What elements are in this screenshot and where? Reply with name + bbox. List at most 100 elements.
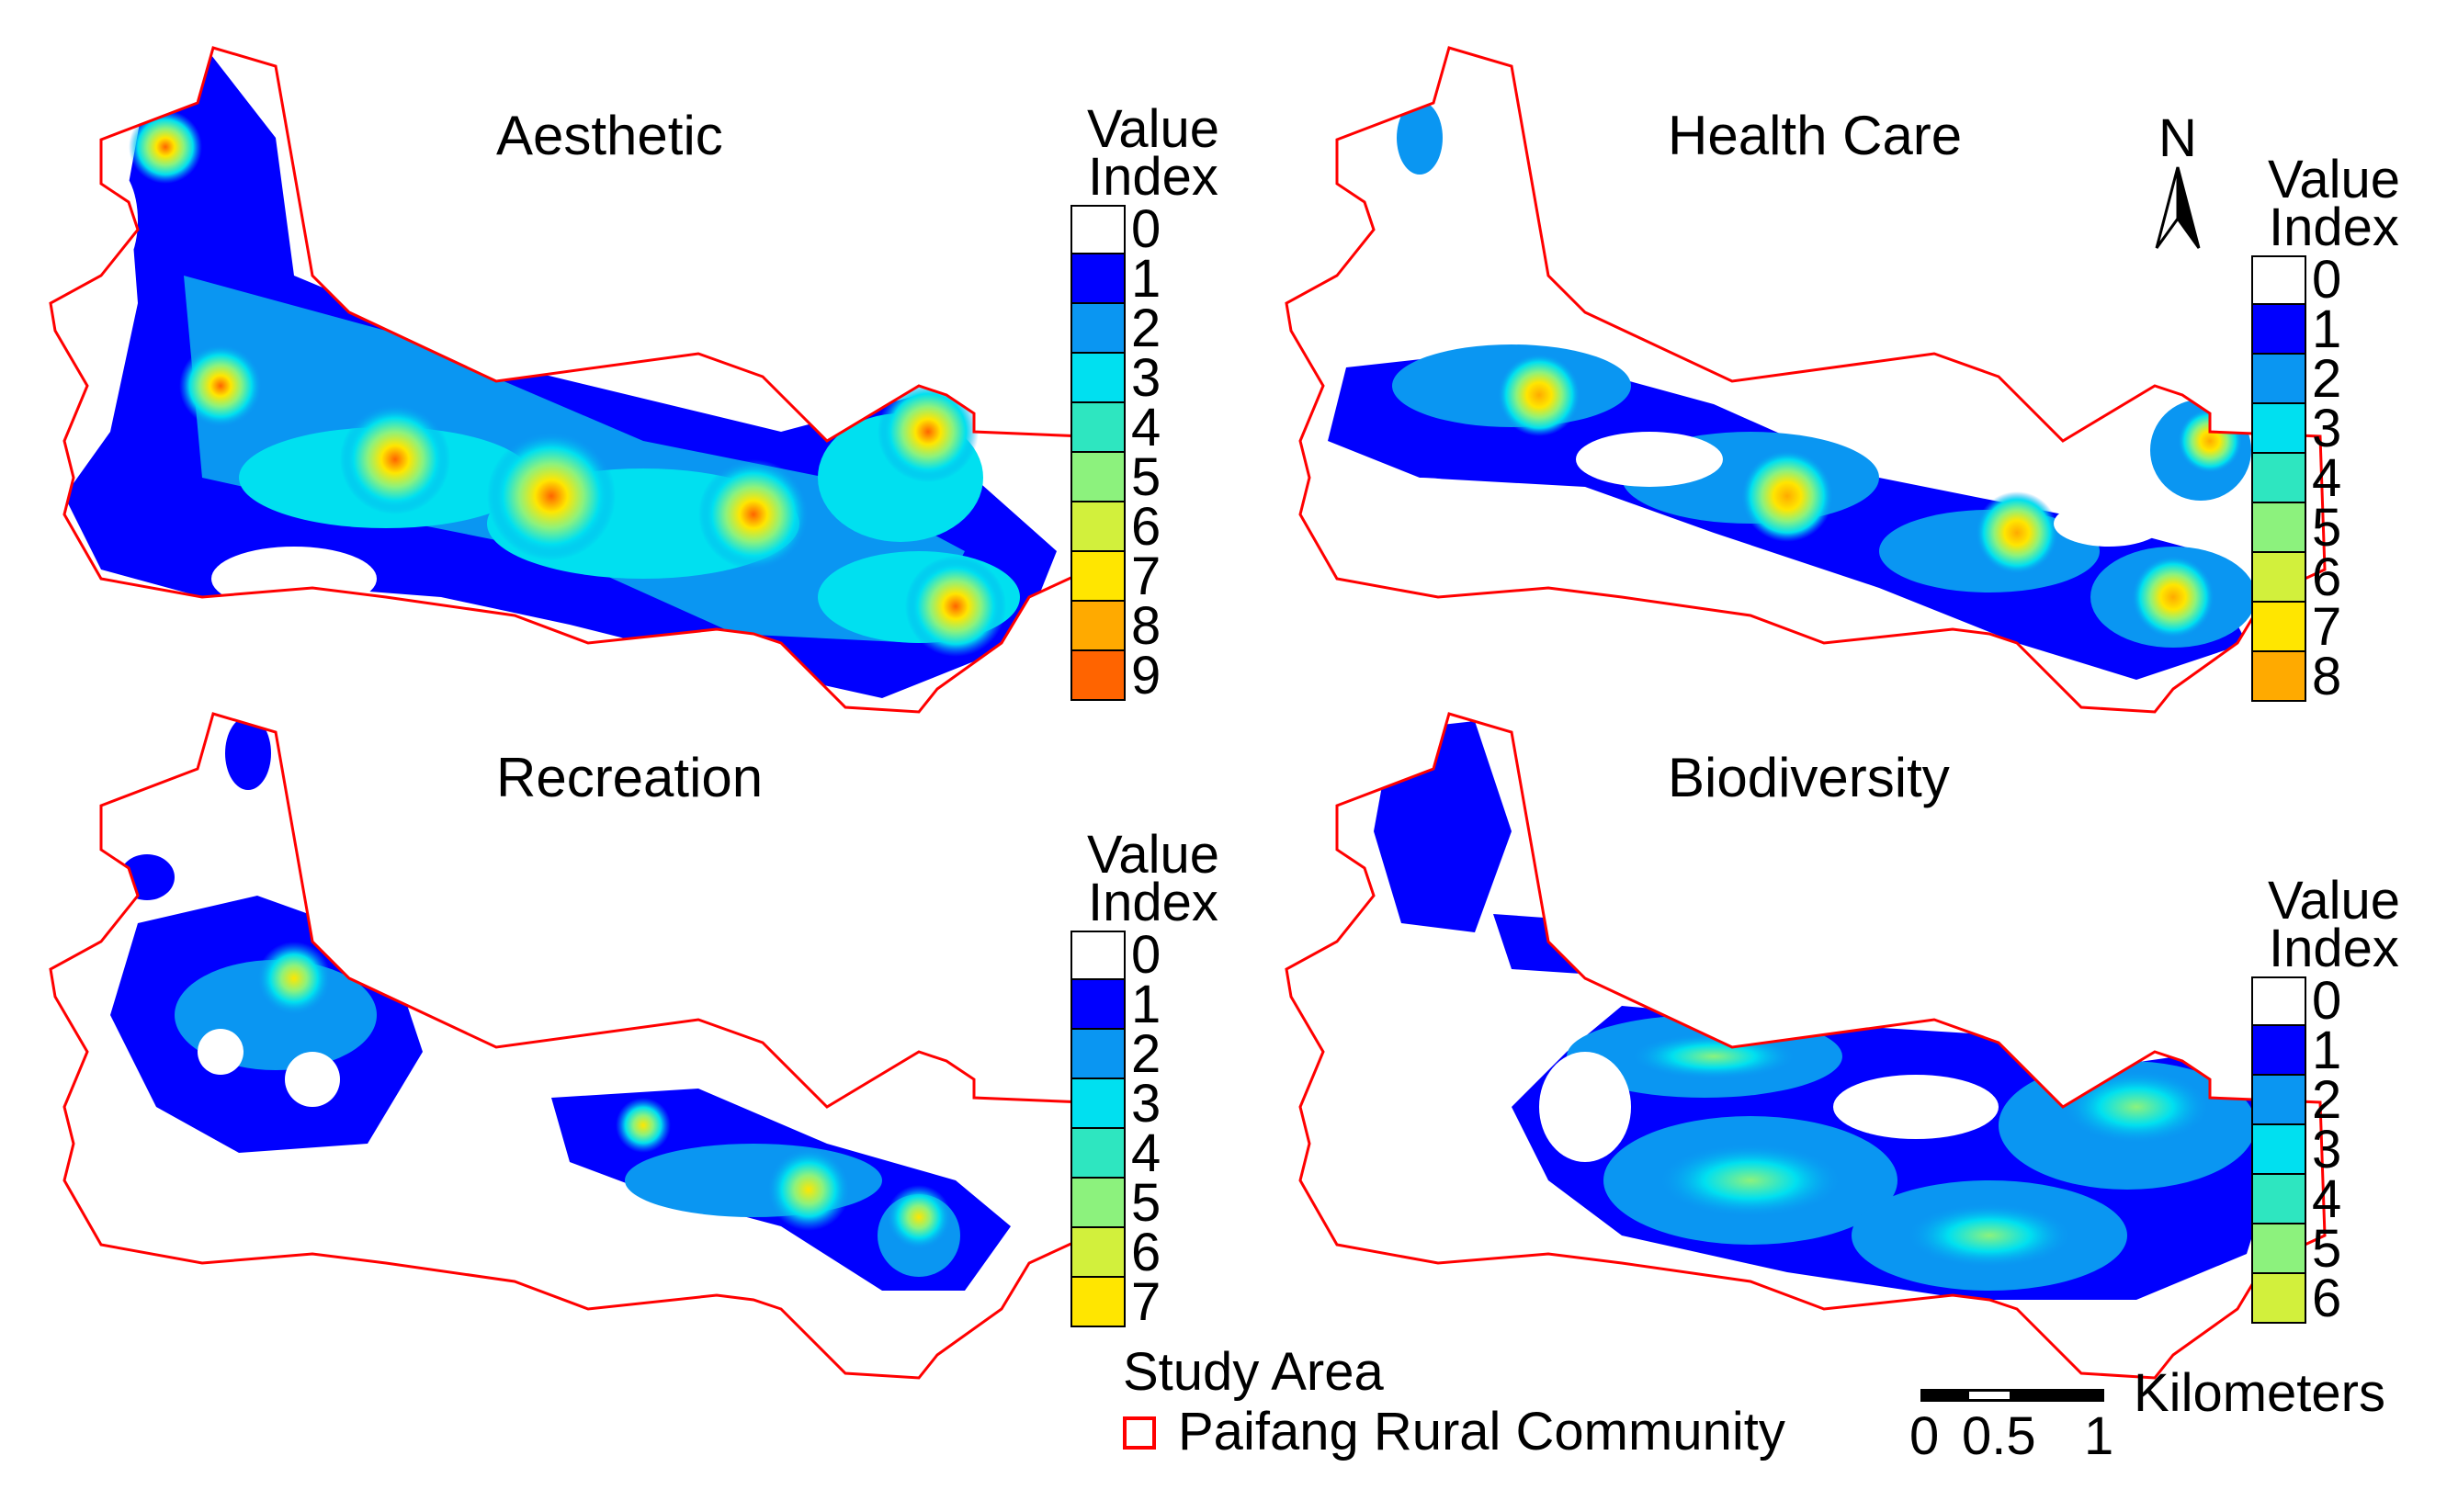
legend-label: 1 (1131, 975, 1161, 1034)
panel-title: Aesthetic (496, 105, 723, 166)
legend-item: 5 (2251, 500, 2417, 557)
map-panel-biodiversity: Biodiversity Value Index 0 1 2 3 4 5 6 (1236, 666, 2458, 1392)
legend-label: 4 (2312, 1169, 2342, 1229)
legend-item: 1 (1070, 976, 1236, 1033)
legend-label: 8 (1131, 596, 1161, 656)
scale-segment-2 (1966, 1389, 2012, 1402)
legend-label: 2 (1131, 299, 1161, 358)
north-arrow-icon: N (2155, 110, 2201, 249)
legend-item: 3 (1070, 350, 1236, 407)
legend-swatch (2251, 1274, 2306, 1324)
legend-item: 1 (2251, 301, 2417, 358)
legend: Value Index 0 1 2 3 4 5 6 7 (1070, 825, 1236, 1331)
legend-swatch (1070, 1129, 1126, 1179)
legend-label: 1 (1131, 249, 1161, 309)
legend-label: 2 (1131, 1024, 1161, 1084)
legend-item: 2 (2251, 351, 2417, 408)
legend-swatch (2251, 1026, 2306, 1076)
legend-swatch (1070, 552, 1126, 602)
scale-bar (1920, 1389, 2104, 1402)
legend-swatch (2251, 305, 2306, 355)
map-biodiversity (1285, 712, 2327, 1380)
legend-swatch (2251, 1125, 2306, 1175)
legend-item: 8 (2251, 647, 2417, 706)
legend-item: 5 (1070, 449, 1236, 506)
legend-swatch (1070, 1228, 1126, 1278)
study-area-heading: Study Area (1123, 1342, 1384, 1402)
map-panel-health-care: Health Care Value Index 0 1 2 3 4 5 6 7 8 N (1236, 0, 2458, 726)
legend-swatch (2251, 255, 2306, 305)
legend-item: 0 (1070, 927, 1236, 984)
legend-title-line2: Index (2269, 919, 2399, 978)
legend-swatch (2251, 1076, 2306, 1125)
study-area-label: Paifang Rural Community (1178, 1402, 1785, 1461)
legend-item: 4 (2251, 450, 2417, 507)
map-health-care (1285, 46, 2327, 714)
legend-swatch (1070, 1030, 1126, 1079)
legend-swatch (2251, 454, 2306, 503)
legend-label: 6 (1131, 497, 1161, 557)
legend-item: 9 (1070, 648, 1236, 705)
legend-label: 6 (2312, 1269, 2342, 1328)
study-area-boundary (1285, 712, 2327, 1380)
legend-label: 2 (2312, 349, 2342, 409)
legend-item: 2 (1070, 300, 1236, 357)
legend-title-line2: Index (2269, 197, 2399, 257)
legend-label: 3 (1131, 348, 1161, 408)
legend-label: 1 (2312, 299, 2342, 359)
legend-title-line1: Value (2267, 150, 2401, 209)
legend-swatch (1070, 1179, 1126, 1228)
legend-swatch (1070, 304, 1126, 354)
legend-item: 1 (2251, 1022, 2417, 1079)
legend-item: 4 (1070, 1125, 1236, 1182)
legend-swatch (2251, 1175, 2306, 1224)
legend-title-line2: Index (1088, 873, 1218, 932)
legend: Value Index 0 1 2 3 4 5 6 7 8 9 (1070, 103, 1236, 705)
panel-title: Recreation (496, 747, 764, 808)
legend-label: 1 (2312, 1021, 2342, 1080)
legend-item: 8 (1070, 598, 1236, 655)
legend: Value Index 0 1 2 3 4 5 6 7 8 (2251, 150, 2417, 706)
legend-swatch (2251, 355, 2306, 404)
legend-swatch (2251, 553, 2306, 603)
legend-item: 1 (1070, 251, 1236, 308)
legend-item: 7 (1070, 548, 1236, 605)
legend-swatch (1070, 453, 1126, 502)
legend-item: 2 (2251, 1072, 2417, 1129)
legend-item: 3 (2251, 1122, 2417, 1179)
legend-item: 0 (1070, 201, 1236, 258)
legend-swatch (1070, 651, 1126, 701)
legend-swatch (1070, 502, 1126, 552)
legend-item: 6 (2251, 1270, 2417, 1327)
legend-label: 3 (2312, 399, 2342, 458)
legend-label: 6 (1131, 1223, 1161, 1282)
scale-tick-0-5: 0.5 (1962, 1406, 2036, 1466)
legend-item: 7 (2251, 599, 2417, 656)
legend-label: 0 (2312, 250, 2342, 310)
legend-label: 5 (2312, 1219, 2342, 1279)
legend-item: 3 (2251, 399, 2417, 458)
study-area-swatch (1123, 1416, 1156, 1450)
panel-title: Biodiversity (1668, 747, 1950, 808)
panel-title: Health Care (1668, 105, 1963, 166)
legend-label: 8 (2312, 647, 2342, 706)
legend-swatch (1070, 602, 1126, 651)
legend-swatch (1070, 1079, 1126, 1129)
legend-title-line1: Value (2267, 871, 2401, 931)
legend-item: 4 (1070, 400, 1236, 457)
legend-label: 5 (1131, 1173, 1161, 1233)
legend-title-line2: Index (1088, 147, 1218, 207)
study-area-boundary (1285, 46, 2327, 714)
legend-item: 5 (1070, 1175, 1236, 1232)
legend-label: 3 (2312, 1120, 2342, 1179)
legend-title-line1: Value (1086, 825, 1220, 885)
legend-label: 7 (1131, 1272, 1161, 1332)
legend-item: 3 (1070, 1076, 1236, 1133)
scale-tick-1: 1 (2084, 1406, 2114, 1466)
scale-segment-1 (1920, 1389, 1966, 1402)
legend-item: 7 (1070, 1274, 1236, 1331)
study-area-boundary (49, 46, 1091, 714)
legend-item: 5 (2251, 1221, 2417, 1278)
study-area-boundary (49, 712, 1091, 1380)
legend-label: 6 (2312, 547, 2342, 607)
